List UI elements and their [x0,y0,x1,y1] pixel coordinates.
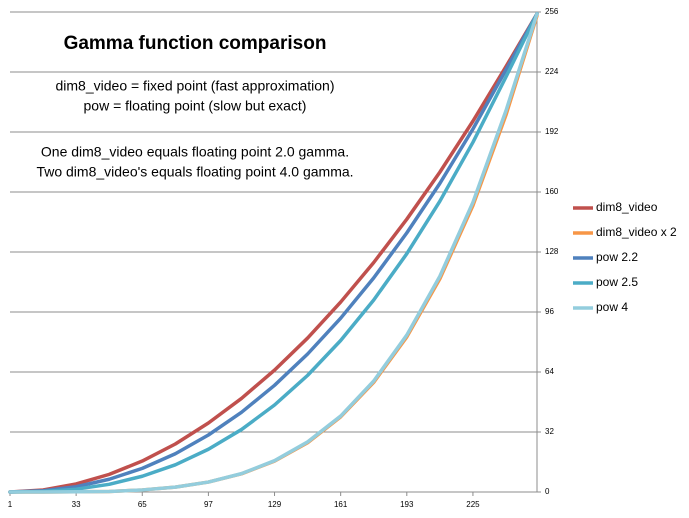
series-line [8,12,539,494]
series-line [8,12,539,494]
y-tick-label: 0 [545,487,550,496]
y-tick-label: 192 [545,127,559,136]
y-tick-label: 160 [545,187,559,196]
y-tick-label: 224 [545,67,559,76]
x-tick-label: 1 [8,500,13,509]
x-tick-label: 129 [268,500,282,509]
x-tick-label: 161 [334,500,348,509]
y-tick-label: 96 [545,307,554,316]
y-tick-label: 64 [545,367,554,376]
y-tick-label: 128 [545,247,559,256]
x-tick-label: 33 [72,500,81,509]
annotation: dim8_video = fixed point (fast approxima… [56,78,335,94]
y-tick-label: 32 [545,427,554,436]
legend-label: pow 4 [596,300,628,314]
y-tick-label: 256 [545,7,559,16]
x-tick-label: 225 [466,500,480,509]
x-tick-label: 193 [400,500,414,509]
legend-label: dim8_video x 2 [596,225,677,239]
x-tick-label: 65 [138,500,147,509]
annotation: One dim8_video equals floating point 2.0… [41,144,349,160]
x-tick-label: 97 [204,500,213,509]
annotation: Two dim8_video's equals floating point 4… [36,164,353,180]
series-line [8,12,539,494]
legend-label: dim8_video [596,200,658,214]
legend-label: pow 2.2 [596,250,638,264]
chart-title: Gamma function comparison [64,33,327,54]
annotation: pow = floating point (slow but exact) [84,98,307,114]
legend-label: pow 2.5 [596,275,638,289]
series-line [8,12,539,494]
